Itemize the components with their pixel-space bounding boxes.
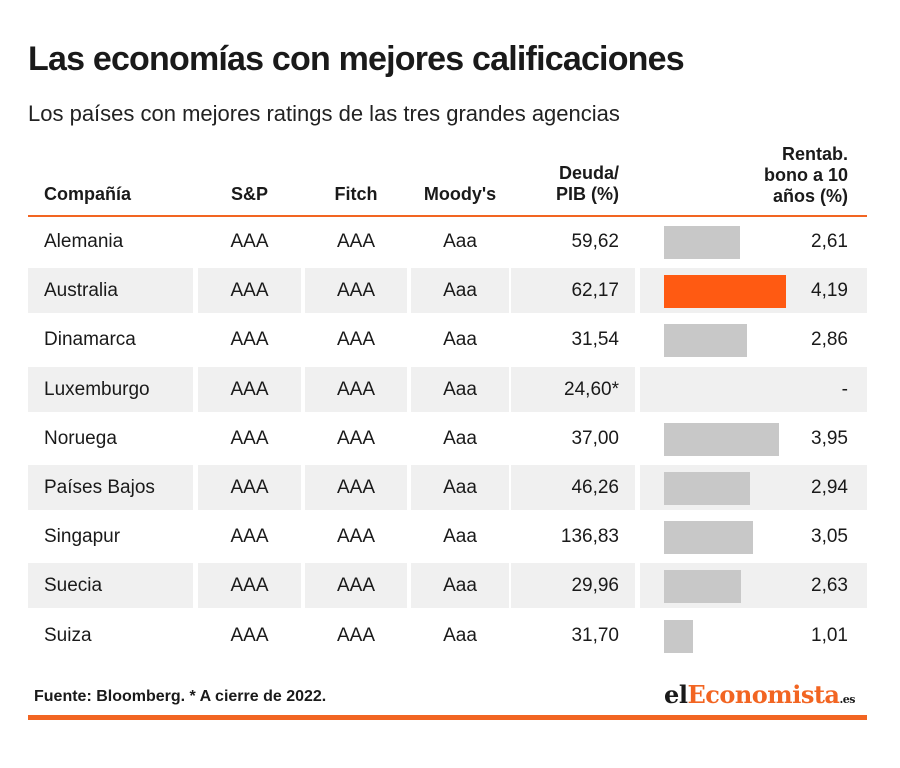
country-name: Noruega: [44, 427, 117, 449]
country-name: Suiza: [44, 624, 92, 646]
yield-bar: [664, 275, 786, 309]
moodys-rating: Aaa: [411, 268, 509, 314]
moodys-rating: Aaa: [443, 526, 477, 548]
table-row: Países Bajos AAA AAA Aaa 46,26 2,94: [28, 465, 867, 510]
table-row: Alemania AAA AAA Aaa 59,62 2,61: [28, 219, 867, 264]
sp-rating: AAA: [198, 563, 301, 609]
header-sp: S&P: [230, 184, 268, 204]
yield-cell: 3,95: [640, 416, 867, 461]
source-note: Fuente: Bloomberg. * A cierre de 2022.: [34, 688, 327, 705]
yield-cell: -: [640, 366, 867, 412]
header-debt-line1: Deuda/: [558, 163, 619, 183]
moodys-rating: Aaa: [443, 231, 477, 252]
fitch-rating: AAA: [305, 563, 407, 609]
fitch-rating: AAA: [336, 329, 376, 351]
debt-value: 136,83: [560, 526, 619, 548]
table-row: Suecia AAA AAA Aaa 29,96 2,63: [28, 563, 867, 609]
table-row: Australia AAA AAA Aaa 62,17 4,19: [28, 268, 867, 314]
debt-value: 31,70: [571, 624, 619, 646]
debt-value: 31,54: [571, 329, 619, 351]
header-moodys: Moody's: [423, 184, 497, 204]
sp-rating: AAA: [230, 526, 269, 548]
country-name: Singapur: [44, 526, 121, 548]
fitch-rating: AAA: [305, 366, 407, 412]
fitch-rating: AAA: [305, 268, 407, 314]
header-yield-line3: años (%): [772, 186, 848, 206]
table-row: Luxemburgo AAA AAA Aaa 24,60* -: [28, 366, 867, 412]
yield-bar: [664, 570, 741, 604]
header-yield-line2: bono a 10: [763, 165, 848, 185]
yield-bar: [664, 422, 779, 456]
debt-value: 46,26: [511, 465, 635, 510]
table-row: Noruega AAA AAA Aaa 37,00 3,95: [28, 416, 867, 461]
country-name: Dinamarca: [44, 329, 136, 351]
country-name: Luxemburgo: [28, 366, 193, 412]
sp-rating: AAA: [230, 231, 269, 252]
yield-value: -: [841, 378, 848, 400]
fitch-rating: AAA: [305, 465, 407, 510]
sp-rating: AAA: [230, 329, 269, 351]
sp-rating: AAA: [230, 427, 269, 449]
debt-value: 62,17: [511, 268, 635, 314]
header-yield-line1: Rentab.: [781, 144, 848, 164]
table-row: Dinamarca AAA AAA Aaa 31,54 2,86: [28, 317, 867, 362]
yield-value: 3,05: [811, 526, 848, 548]
moodys-rating: Aaa: [443, 427, 477, 449]
header-divider: [28, 215, 867, 217]
yield-cell: 2,86: [640, 317, 867, 362]
yield-bar: [664, 226, 740, 259]
fitch-rating: AAA: [336, 624, 376, 646]
chart-title: Las economías con mejores calificaciones: [28, 40, 685, 78]
yield-cell: 4,19: [640, 268, 867, 314]
country-name: Alemania: [44, 231, 124, 252]
yield-value: 2,86: [811, 329, 848, 351]
yield-cell: 2,94: [640, 465, 867, 510]
footer-divider: [28, 715, 867, 720]
yield-value: 1,01: [811, 624, 848, 646]
moodys-rating: Aaa: [411, 563, 509, 609]
sp-rating: AAA: [198, 366, 301, 412]
debt-value: 37,00: [571, 427, 619, 449]
yield-value: 3,95: [811, 427, 848, 449]
chart-subtitle: Los países con mejores ratings de las tr…: [28, 101, 620, 126]
fitch-rating: AAA: [336, 526, 376, 548]
yield-value: 2,63: [811, 575, 848, 597]
yield-value: 4,19: [811, 280, 848, 302]
country-name: Suecia: [28, 563, 193, 609]
header-company: Compañía: [44, 184, 132, 204]
header-fitch: Fitch: [334, 184, 378, 204]
moodys-rating: Aaa: [443, 329, 477, 351]
yield-cell: 2,63: [640, 563, 867, 609]
debt-value: 24,60*: [511, 366, 635, 412]
publisher-logo: elEconomista.es: [664, 680, 855, 709]
yield-cell: 3,05: [640, 514, 867, 559]
yield-cell: 1,01: [640, 613, 867, 658]
header-debt-line2: PIB (%): [556, 184, 619, 204]
country-name: Países Bajos: [28, 465, 193, 510]
table-row: Singapur AAA AAA Aaa 136,83 3,05: [28, 514, 867, 559]
fitch-rating: AAA: [336, 231, 376, 252]
sp-rating: AAA: [198, 268, 301, 314]
moodys-rating: Aaa: [443, 624, 477, 646]
header-debt: Deuda/ PIB (%): [511, 163, 619, 205]
sp-rating: AAA: [198, 465, 301, 510]
fitch-rating: AAA: [336, 427, 376, 449]
country-name: Australia: [28, 268, 193, 314]
sp-rating: AAA: [230, 624, 269, 646]
moodys-rating: Aaa: [411, 366, 509, 412]
yield-value: 2,61: [811, 231, 848, 252]
yield-bar: [664, 472, 750, 505]
yield-bar: [664, 619, 694, 653]
yield-value: 2,94: [811, 477, 848, 498]
table-row: Suiza AAA AAA Aaa 31,70 1,01: [28, 613, 867, 658]
yield-cell: 2,61: [640, 219, 867, 264]
yield-bar: [664, 324, 748, 358]
moodys-rating: Aaa: [411, 465, 509, 510]
yield-bar: [664, 521, 753, 555]
header-yield: Rentab. bono a 10 años (%): [640, 144, 848, 207]
debt-value: 29,96: [511, 563, 635, 609]
debt-value: 59,62: [571, 231, 619, 252]
